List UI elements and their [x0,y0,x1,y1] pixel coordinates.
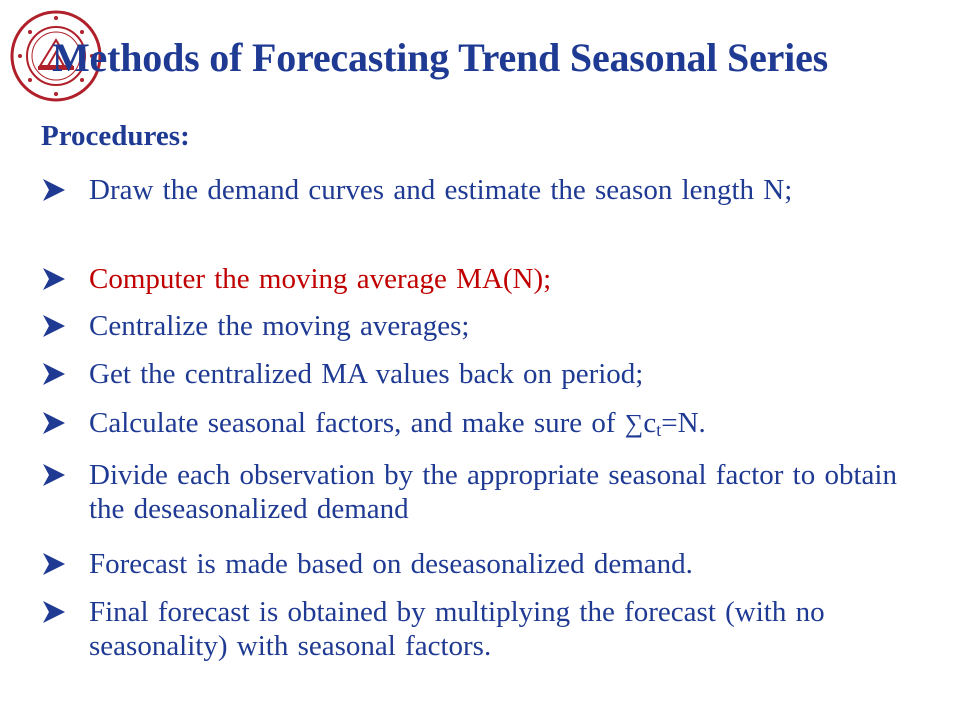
list-item-text: Calculate seasonal factors, and make sur… [89,406,921,441]
list-item-text: Draw the demand curves and estimate the … [89,174,793,206]
arrowhead-bullet-icon [41,547,71,581]
factor-variable: c [643,407,657,439]
arrowhead-bullet-icon [41,458,71,492]
list-item: Centralize the moving averages; [41,309,921,343]
list-item: Divide each observation by the appropria… [41,458,921,526]
list-item-text-post: =N. [661,407,706,439]
arrowhead-bullet-icon [41,357,71,391]
arrowhead-bullet-icon [41,595,71,629]
list-item: Forecast is made based on deseasonalized… [41,547,921,581]
list-item: Computer the moving average MA(N); [41,262,921,296]
summation-symbol: ∑ [624,409,644,438]
list-item-text: Forecast is made based on deseasonalized… [89,548,693,580]
list-item: Get the centralized MA values back on pe… [41,357,921,391]
list-item-text: Divide each observation by the appropria… [89,459,897,525]
slide-title: Methods of Forecasting Trend Seasonal Se… [52,35,829,80]
list-item-text-pre: Calculate seasonal factors, and make sur… [89,407,625,439]
list-item: Final forecast is obtained by multiplyin… [41,595,921,663]
arrowhead-bullet-icon [41,173,71,207]
arrowhead-bullet-icon [41,406,71,440]
arrowhead-bullet-icon [41,309,71,343]
procedures-heading: Procedures: [41,120,190,152]
list-item: Draw the demand curves and estimate the … [41,173,921,207]
list-item-text: Get the centralized MA values back on pe… [89,358,644,390]
list-item: Calculate seasonal factors, and make sur… [41,406,921,441]
list-item-text: Centralize the moving averages; [89,310,470,342]
university-seal-logo [10,10,102,102]
factor-subscript: t [656,420,662,440]
list-item-text: Final forecast is obtained by multiplyin… [89,596,825,662]
arrowhead-bullet-icon [41,262,71,296]
list-item-text: Computer the moving average MA(N); [89,263,552,295]
